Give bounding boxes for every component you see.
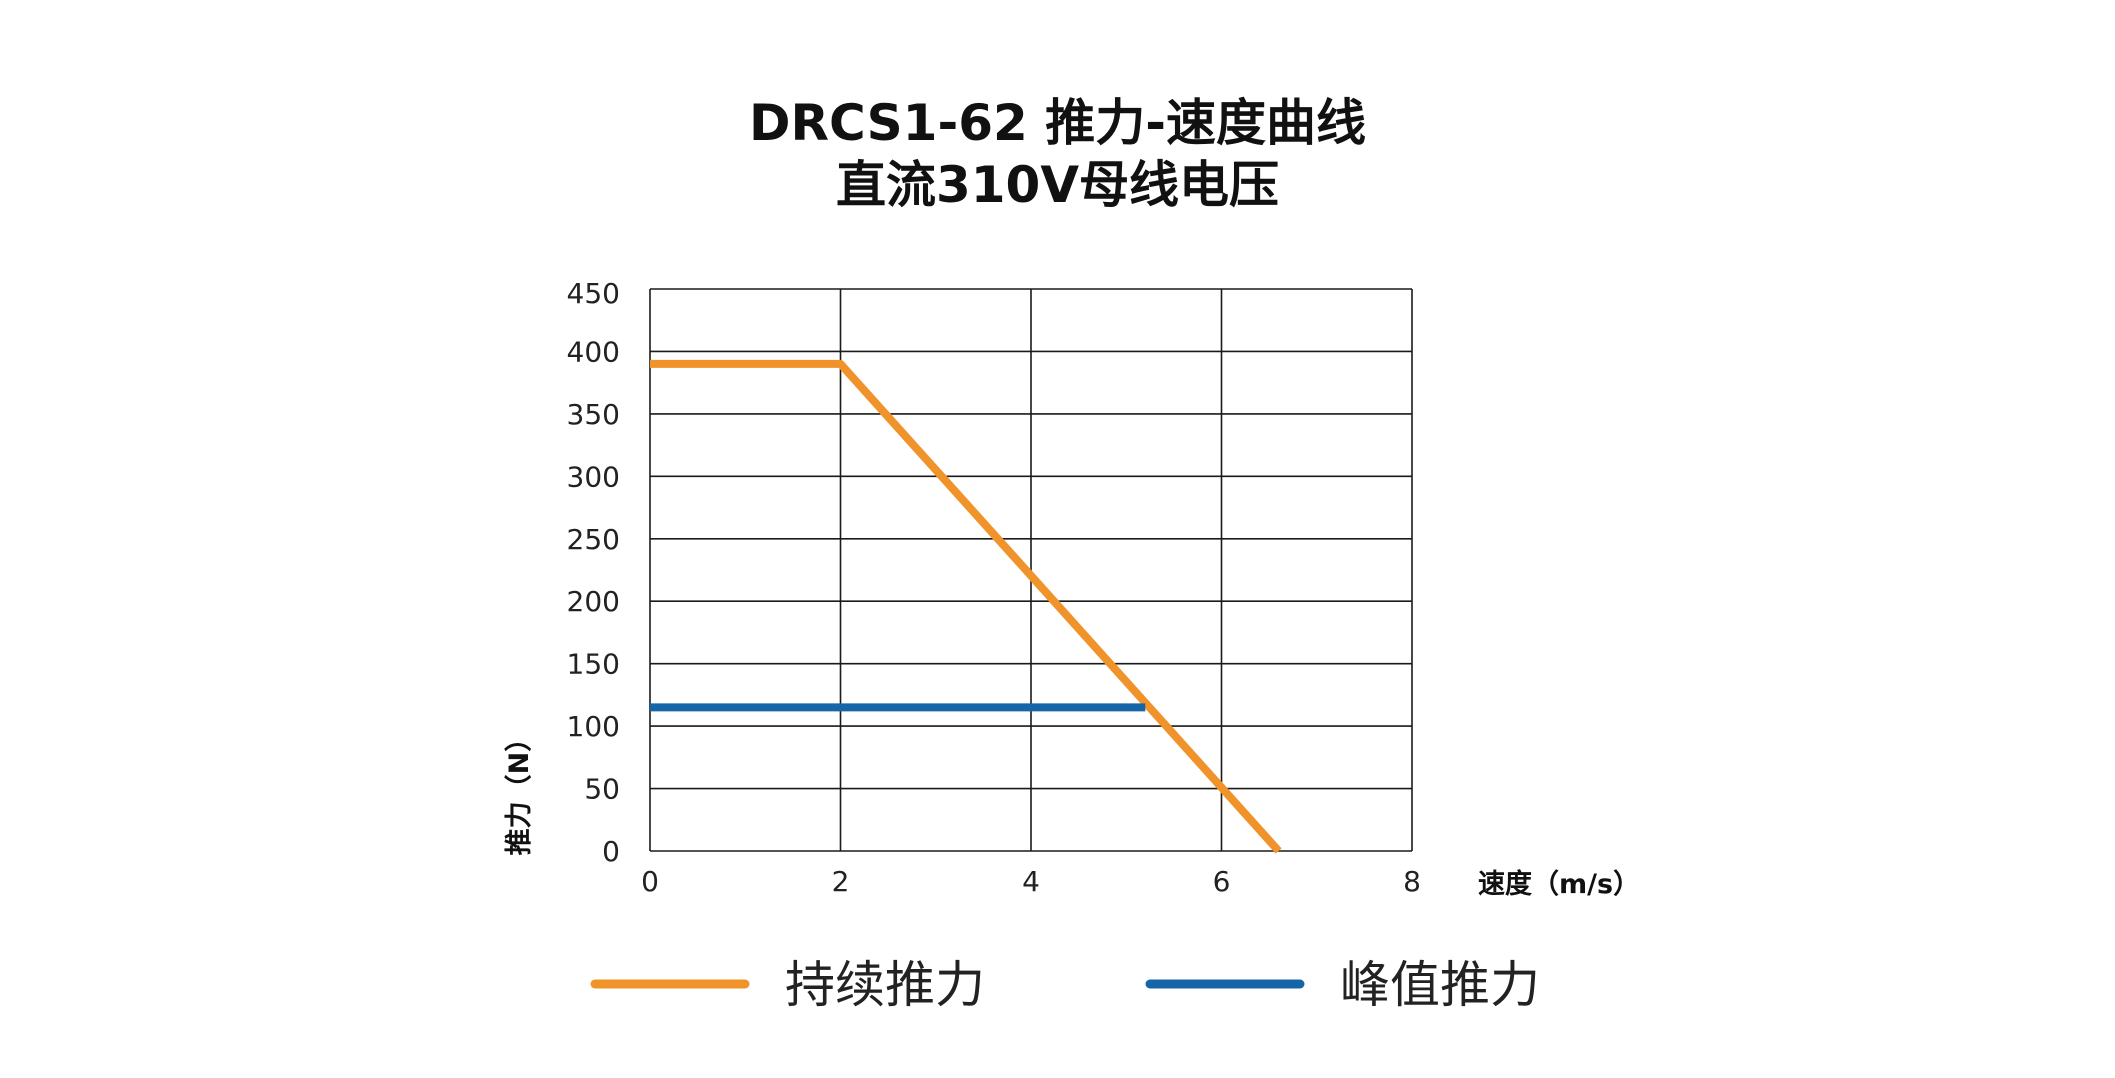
series-line-1: [650, 359, 1282, 854]
y-tick-label-150: 150: [567, 648, 620, 681]
chart-subtitle: 直流310V母线电压: [835, 156, 1280, 214]
grid: [649, 288, 1413, 852]
chart-title: DRCS1-62 推力-速度曲线: [749, 94, 1366, 152]
x-tick-labels: 0 2 4 6 8: [641, 865, 1421, 898]
y-tick-label-0: 0: [602, 835, 620, 868]
x-tick-label-6: 6: [1213, 865, 1231, 898]
y-tick-label-400: 400: [567, 335, 620, 368]
y-tick-labels: 0 50 100 150 200 250 300 350 400 450: [567, 277, 620, 868]
y-axis-label: 推力（N）: [504, 725, 535, 856]
y-tick-label-200: 200: [567, 585, 620, 618]
y-tick-label-100: 100: [567, 710, 620, 743]
x-tick-label-2: 2: [832, 865, 850, 898]
legend-label-1: 持续推力: [785, 956, 985, 1014]
y-tick-label-250: 250: [567, 523, 620, 556]
y-tick-label-450: 450: [567, 277, 620, 310]
x-tick-label-4: 4: [1022, 865, 1040, 898]
x-axis-label: 速度（m/s）: [1478, 868, 1640, 900]
y-tick-label-50: 50: [584, 773, 620, 806]
x-tick-label-0: 0: [641, 865, 659, 898]
y-tick-label-300: 300: [567, 460, 620, 493]
x-tick-label-8: 8: [1403, 865, 1421, 898]
series-lines: [650, 359, 1282, 854]
legend-label-2: 峰值推力: [1340, 956, 1540, 1014]
legend: 持续推力 峰值推力: [590, 956, 1540, 1014]
y-tick-label-350: 350: [567, 398, 620, 431]
chart-title-block: DRCS1-62 推力-速度曲线 直流310V母线电压: [0, 92, 2115, 216]
